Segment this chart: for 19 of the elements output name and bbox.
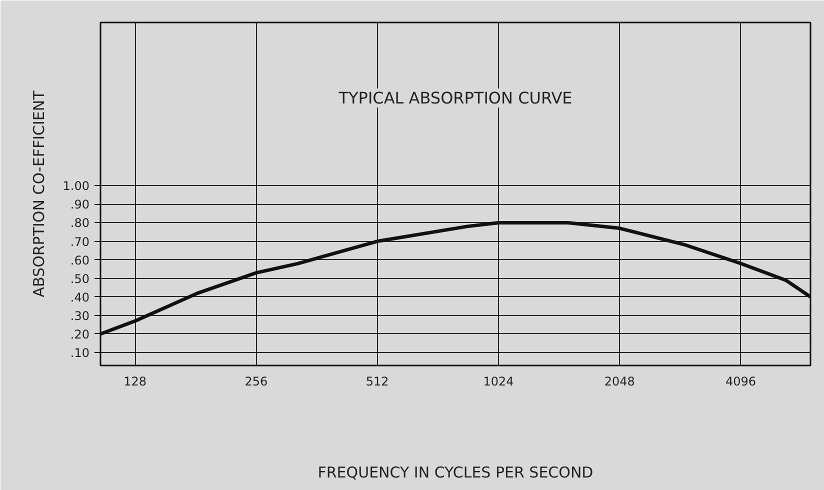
y-tick-label: .70 bbox=[70, 234, 90, 249]
y-tick-label: .40 bbox=[70, 290, 90, 304]
y-tick-label: .60 bbox=[70, 253, 90, 268]
x-tick-label: 2048 bbox=[604, 374, 635, 388]
y-tick-label: 1.00 bbox=[62, 179, 90, 194]
x-tick-label: 1024 bbox=[483, 374, 514, 388]
x-tick-label: 4096 bbox=[725, 374, 756, 388]
y-axis-title: ABSORPTION CO-EFFICIENT bbox=[30, 90, 48, 298]
x-axis-title: FREQUENCY IN CYCLES PER SECOND bbox=[318, 464, 594, 482]
y-tick-label: .30 bbox=[70, 308, 90, 323]
x-tick-label: 512 bbox=[366, 374, 389, 388]
y-tick-label: .50 bbox=[70, 272, 90, 286]
y-tick-label: .20 bbox=[70, 327, 90, 342]
x-tick-label: 128 bbox=[124, 374, 147, 388]
x-tick-label: 256 bbox=[244, 374, 268, 388]
y-tick-label: .10 bbox=[70, 346, 90, 360]
y-tick-label: .90 bbox=[70, 198, 90, 212]
text: TYPICAL ABSORPTION CURVE bbox=[338, 88, 572, 108]
y-tick-label: .80 bbox=[70, 216, 90, 230]
